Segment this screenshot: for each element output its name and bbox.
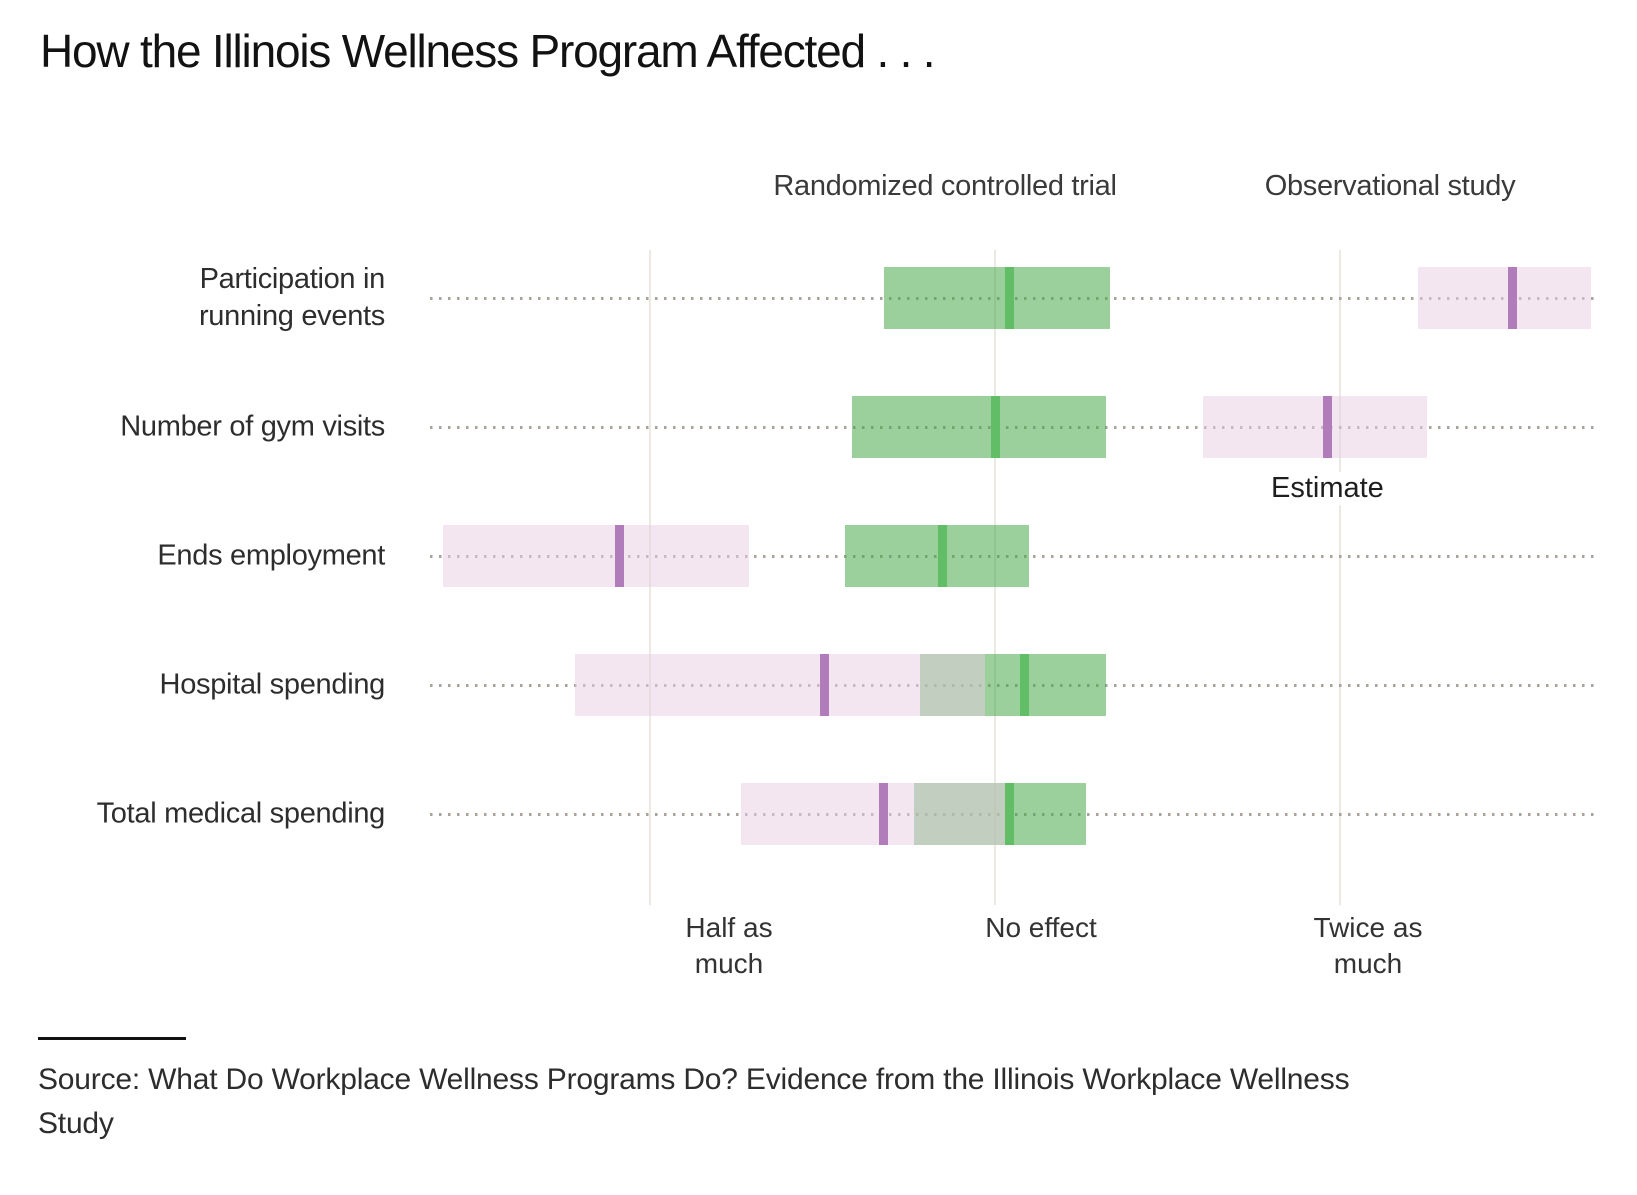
row-label: Participation in running events — [198, 263, 385, 332]
rct-estimate-line — [1005, 267, 1015, 329]
obs-interval-bar — [574, 654, 985, 716]
x-tick-label: Half as much — [685, 912, 773, 979]
obs-estimate-line — [879, 783, 889, 845]
obs-estimate-line — [820, 654, 830, 716]
x-tick-label: No effect — [985, 912, 1097, 943]
obs-estimate-line — [1508, 267, 1518, 329]
x-tick-label: Twice as much — [1313, 912, 1423, 979]
source-divider-rule — [38, 1037, 186, 1040]
column-header-observational-study: Observational study — [1264, 170, 1516, 202]
estimate-annotation: Estimate — [1266, 472, 1388, 505]
rct-estimate-line — [938, 525, 948, 587]
obs-interval-bar — [1203, 396, 1427, 458]
row-label: Ends employment — [157, 539, 385, 572]
gridline-2x — [1339, 250, 1341, 905]
obs-estimate-line — [1322, 396, 1332, 458]
rct-estimate-line — [990, 396, 1000, 458]
source-credit: Source: What Do Workplace Wellness Progr… — [38, 1063, 1350, 1140]
rct-interval-bar — [883, 267, 1111, 329]
obs-interval-bar — [443, 525, 749, 587]
rct-estimate-line — [1005, 783, 1015, 845]
chart-title: How the Illinois Wellness Program Affect… — [40, 25, 936, 77]
column-header-randomized-controlled-trial: Randomized controlled trial — [773, 170, 1117, 202]
rct-interval-bar — [845, 525, 1029, 587]
rct-estimate-line — [1019, 654, 1029, 716]
obs-estimate-line — [614, 525, 624, 587]
obs-interval-bar — [740, 783, 1005, 845]
row-label: Total medical spending — [96, 797, 386, 830]
rct-interval-bar — [851, 396, 1107, 458]
obs-interval-bar — [1418, 267, 1591, 329]
row-label: Hospital spending — [159, 668, 386, 701]
row-label: Number of gym visits — [120, 410, 385, 443]
